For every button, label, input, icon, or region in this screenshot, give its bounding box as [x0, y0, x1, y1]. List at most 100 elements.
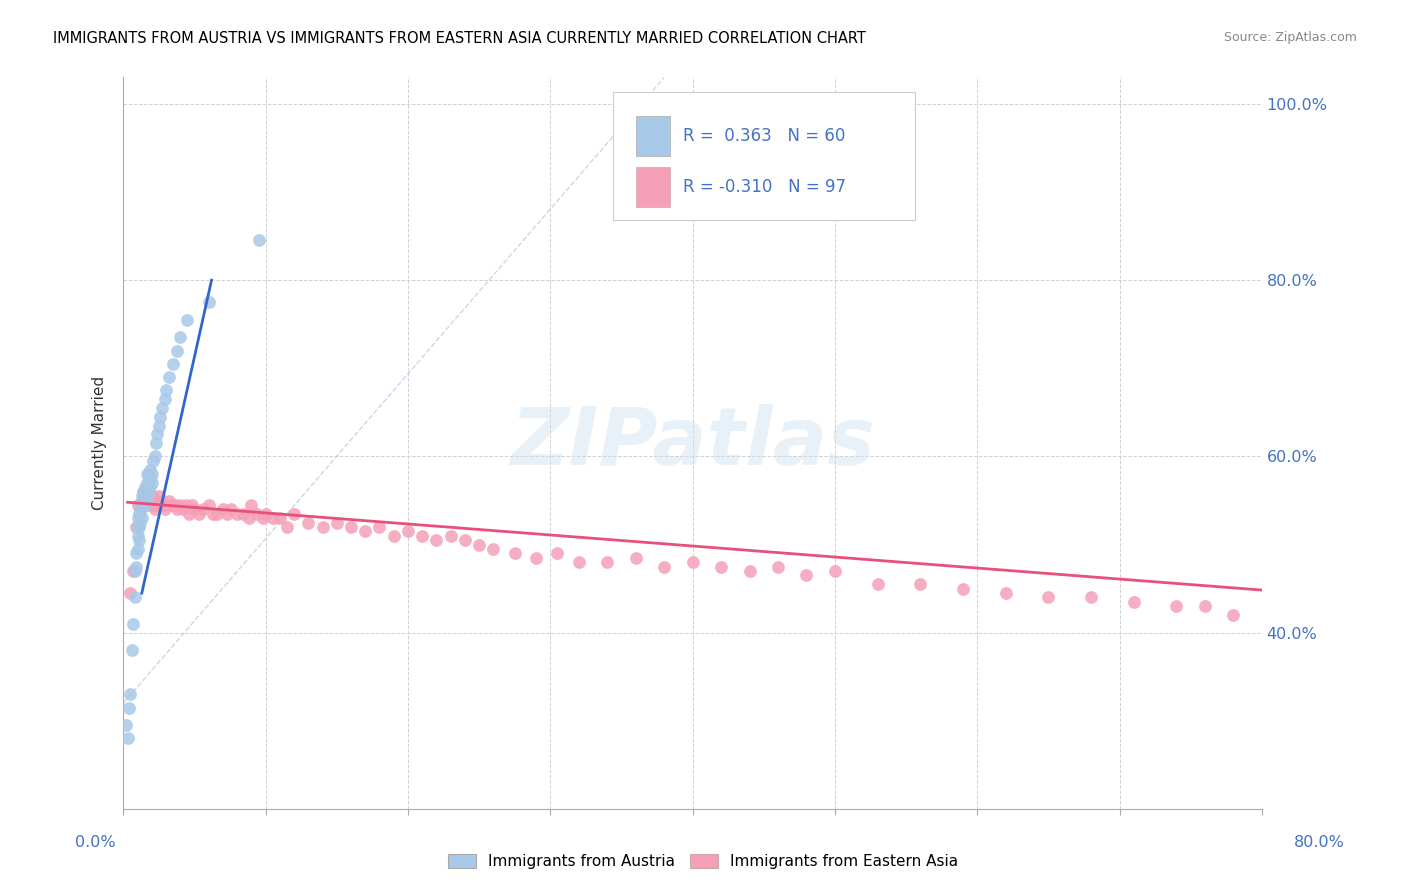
Text: R =  0.363   N = 60: R = 0.363 N = 60 [683, 127, 846, 145]
Point [149, 409, 172, 424]
Point [283, 507, 305, 521]
Point [118, 700, 141, 714]
Point [226, 507, 249, 521]
Point [117, 731, 139, 746]
Point [311, 520, 333, 534]
Point [326, 516, 349, 530]
Point [910, 577, 932, 591]
Point [546, 546, 568, 560]
Point [952, 582, 974, 596]
Point [503, 546, 526, 560]
Point [187, 507, 209, 521]
Point [134, 489, 156, 503]
Point [139, 471, 162, 485]
Point [150, 493, 173, 508]
Point [180, 498, 202, 512]
Point [135, 484, 157, 499]
Point [994, 586, 1017, 600]
Point [1122, 595, 1144, 609]
Point [127, 529, 149, 543]
Point [115, 718, 138, 732]
Bar [636, 116, 669, 156]
Point [155, 384, 177, 398]
Point [596, 555, 619, 569]
Point [146, 427, 169, 442]
Point [138, 467, 160, 481]
Point [145, 436, 167, 450]
Point [252, 511, 274, 525]
Point [796, 568, 818, 582]
Point [1038, 591, 1060, 605]
Text: R = -0.310   N = 97: R = -0.310 N = 97 [683, 178, 846, 196]
Point [128, 507, 150, 521]
Point [131, 511, 153, 525]
Point [142, 498, 165, 512]
Point [166, 502, 188, 516]
Point [131, 489, 153, 503]
Point [129, 498, 152, 512]
Point [138, 475, 160, 490]
Text: IMMIGRANTS FROM AUSTRIA VS IMMIGRANTS FROM EASTERN ASIA CURRENTLY MARRIED CORREL: IMMIGRANTS FROM AUSTRIA VS IMMIGRANTS FR… [53, 31, 866, 46]
Point [176, 313, 198, 327]
Point [1166, 599, 1188, 614]
Point [240, 498, 263, 512]
Point [136, 489, 159, 503]
Point [1294, 616, 1316, 631]
Point [177, 507, 200, 521]
Point [221, 502, 243, 516]
Point [824, 564, 846, 578]
Point [1347, 670, 1369, 684]
Text: 80.0%: 80.0% [1294, 836, 1344, 850]
Point [169, 498, 191, 512]
Point [150, 401, 173, 415]
Point [201, 507, 224, 521]
Point [396, 524, 419, 539]
Point [152, 498, 174, 512]
Point [297, 516, 319, 530]
Point [125, 559, 148, 574]
Point [1322, 661, 1344, 675]
Point [131, 498, 153, 512]
Bar [636, 167, 669, 207]
Point [217, 507, 239, 521]
Point [169, 330, 191, 344]
Point [652, 559, 675, 574]
Point [1336, 665, 1358, 680]
Point [153, 502, 176, 516]
Point [232, 507, 254, 521]
Point [568, 555, 591, 569]
Point [134, 498, 156, 512]
Point [146, 498, 169, 512]
Point [160, 498, 183, 512]
Point [1222, 608, 1244, 623]
Point [129, 502, 152, 516]
Point [624, 550, 647, 565]
Point [136, 467, 159, 481]
Point [157, 370, 180, 384]
Point [128, 520, 150, 534]
Point [411, 529, 433, 543]
Point [134, 484, 156, 499]
Point [738, 564, 761, 578]
Point [766, 559, 789, 574]
Point [207, 507, 229, 521]
Point [276, 520, 298, 534]
Point [1357, 674, 1379, 689]
Point [132, 484, 155, 499]
Point [135, 493, 157, 508]
Point [128, 533, 150, 548]
Point [163, 498, 186, 512]
Point [143, 502, 166, 516]
Text: ZIPatlas: ZIPatlas [510, 404, 875, 483]
Point [141, 467, 163, 481]
Point [172, 502, 194, 516]
Point [134, 498, 156, 512]
Point [197, 498, 219, 512]
Point [149, 498, 172, 512]
Text: Source: ZipAtlas.com: Source: ZipAtlas.com [1223, 31, 1357, 45]
Point [454, 533, 477, 548]
Point [127, 541, 149, 556]
Point [197, 295, 219, 310]
Point [127, 520, 149, 534]
Point [1194, 599, 1216, 614]
